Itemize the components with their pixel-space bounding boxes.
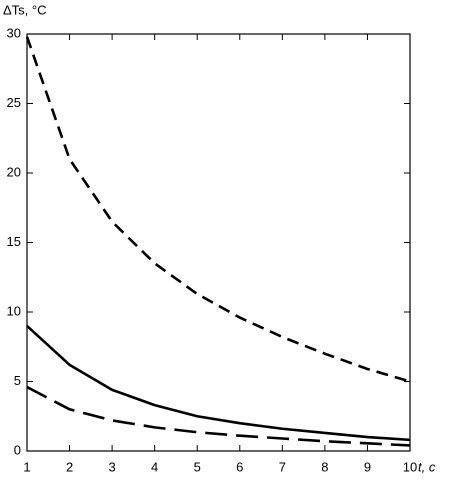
x-tick-label: 9 [364,459,371,474]
y-tick-label: 10 [7,303,21,318]
x-tick-label: 2 [66,459,73,474]
y-tick-label: 5 [14,373,21,388]
x-tick-label: 1 [23,459,30,474]
plot-frame [26,33,411,452]
x-tick-label: 8 [321,459,328,474]
y-tick-label: 25 [7,95,21,110]
data-line [26,385,411,447]
x-tick-label: 5 [194,459,201,474]
data-line [25,36,411,383]
y-tick-label: 0 [14,442,21,457]
x-tick-label: 4 [151,459,158,474]
y-tick-label: 30 [7,25,21,40]
data-line [26,324,411,442]
x-tick-label: 6 [236,459,243,474]
x-axis-label: t, c [418,459,436,474]
y-tick-label: 20 [7,164,21,179]
x-tick-label: 10 [403,459,417,474]
y-axis-label: ΔTs, °C [3,2,47,17]
y-tick-label: 15 [7,234,21,249]
x-tick-label: 3 [108,459,115,474]
x-tick-label: 7 [279,459,286,474]
